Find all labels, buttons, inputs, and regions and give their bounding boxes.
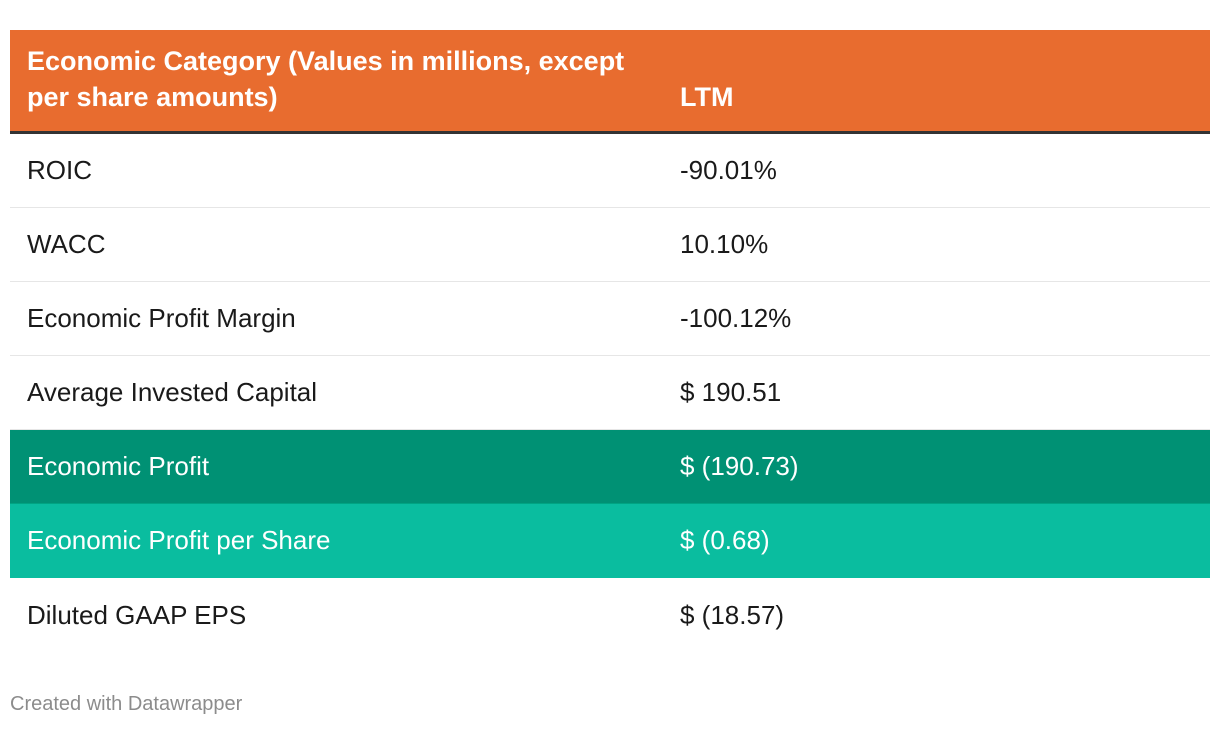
row-label: Average Invested Capital bbox=[27, 377, 318, 407]
row-value: -90.01% bbox=[680, 155, 777, 185]
row-label: Economic Profit Margin bbox=[27, 303, 296, 333]
table-row-economic-profit: Economic Profit $ (190.73) bbox=[10, 430, 1210, 504]
table-row-economic-profit-margin: Economic Profit Margin -100.12% bbox=[10, 282, 1210, 356]
table-header-row: Economic Category (Values in millions, e… bbox=[10, 30, 1210, 134]
row-value: $ (190.73) bbox=[680, 451, 799, 481]
row-label: WACC bbox=[27, 229, 106, 259]
column-header-ltm: LTM bbox=[680, 82, 734, 112]
row-label: Economic Profit bbox=[27, 451, 210, 481]
row-value: $ (0.68) bbox=[680, 525, 770, 555]
column-header-category: Economic Category (Values in millions, e… bbox=[27, 46, 625, 112]
row-label: Diluted GAAP EPS bbox=[27, 599, 247, 630]
row-value: 10.10% bbox=[680, 229, 769, 259]
table-row-average-invested-capital: Average Invested Capital $ 190.51 bbox=[10, 356, 1210, 430]
datawrapper-credit: Created with Datawrapper bbox=[10, 693, 243, 715]
table-row-roic: ROIC -90.01% bbox=[10, 134, 1210, 208]
row-label: Economic Profit per Share bbox=[27, 525, 331, 555]
row-label: ROIC bbox=[27, 155, 92, 185]
row-value: $ 190.51 bbox=[680, 377, 782, 407]
table-row-diluted-gaap-eps: Diluted GAAP EPS $ (18.57) bbox=[10, 578, 1210, 652]
table-row-wacc: WACC 10.10% bbox=[10, 208, 1210, 282]
data-table: Economic Category (Values in millions, e… bbox=[10, 30, 1210, 652]
table-row-economic-profit-per-share: Economic Profit per Share $ (0.68) bbox=[10, 504, 1210, 578]
row-value: $ (18.57) bbox=[680, 599, 785, 630]
row-value: -100.12% bbox=[680, 303, 792, 333]
